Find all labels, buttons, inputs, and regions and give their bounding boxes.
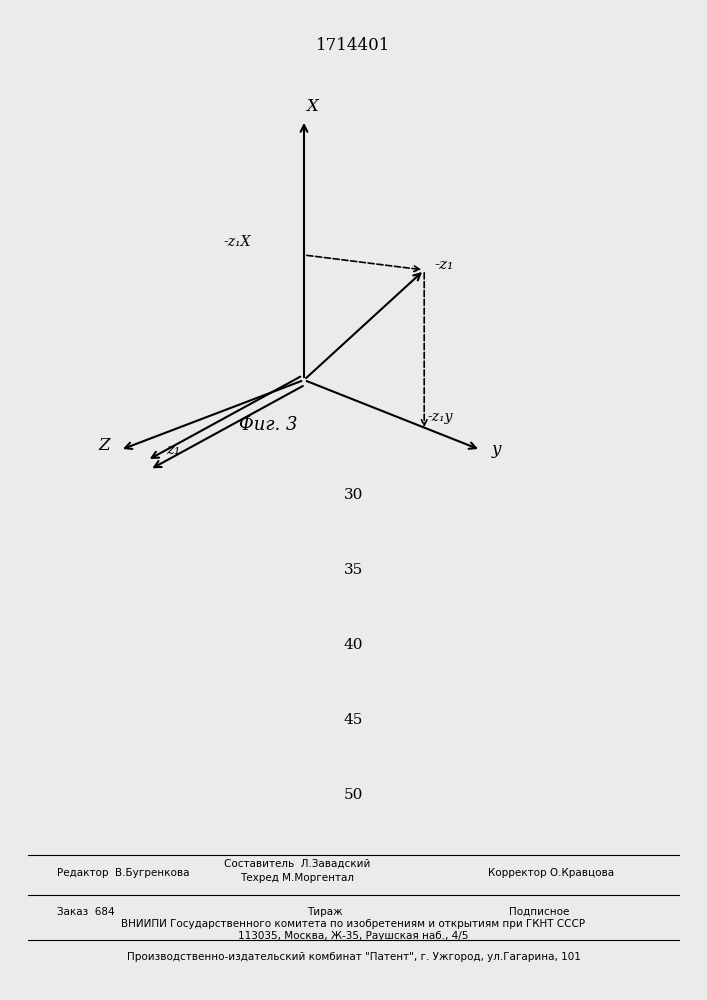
- Text: Техред М.Моргентал: Техред М.Моргентал: [240, 873, 354, 883]
- Text: 1714401: 1714401: [316, 36, 391, 53]
- Text: 113035, Москва, Ж-35, Раушская наб., 4/5: 113035, Москва, Ж-35, Раушская наб., 4/5: [238, 931, 469, 941]
- Text: 30: 30: [344, 488, 363, 502]
- Text: Составитель  Л.Завадский: Составитель Л.Завадский: [223, 859, 370, 869]
- Text: X: X: [307, 98, 318, 115]
- Text: 40: 40: [344, 638, 363, 652]
- Text: ВНИИПИ Государственного комитета по изобретениям и открытиям при ГКНТ СССР: ВНИИПИ Государственного комитета по изоб…: [122, 919, 585, 929]
- Text: Φиг. 3: Φиг. 3: [240, 416, 298, 434]
- Text: Редактор  В.Бугренкова: Редактор В.Бугренкова: [57, 868, 189, 878]
- Text: Заказ  684: Заказ 684: [57, 907, 115, 917]
- Text: -z₁y: -z₁y: [428, 410, 453, 424]
- Text: -z₁X: -z₁X: [223, 235, 251, 249]
- Text: 45: 45: [344, 713, 363, 727]
- Text: 50: 50: [344, 788, 363, 802]
- Text: Производственно-издательский комбинат "Патент", г. Ужгород, ул.Гагарина, 101: Производственно-издательский комбинат "П…: [127, 952, 580, 962]
- Text: Подписное: Подписное: [509, 907, 569, 917]
- Text: Z: Z: [98, 436, 110, 454]
- Text: -z₁: -z₁: [435, 258, 454, 272]
- Text: z₁: z₁: [166, 443, 180, 457]
- Text: Тираж: Тираж: [308, 907, 343, 917]
- Text: y: y: [491, 442, 501, 458]
- Text: Корректор О.Кравцова: Корректор О.Кравцова: [489, 868, 614, 878]
- Text: 35: 35: [344, 563, 363, 577]
